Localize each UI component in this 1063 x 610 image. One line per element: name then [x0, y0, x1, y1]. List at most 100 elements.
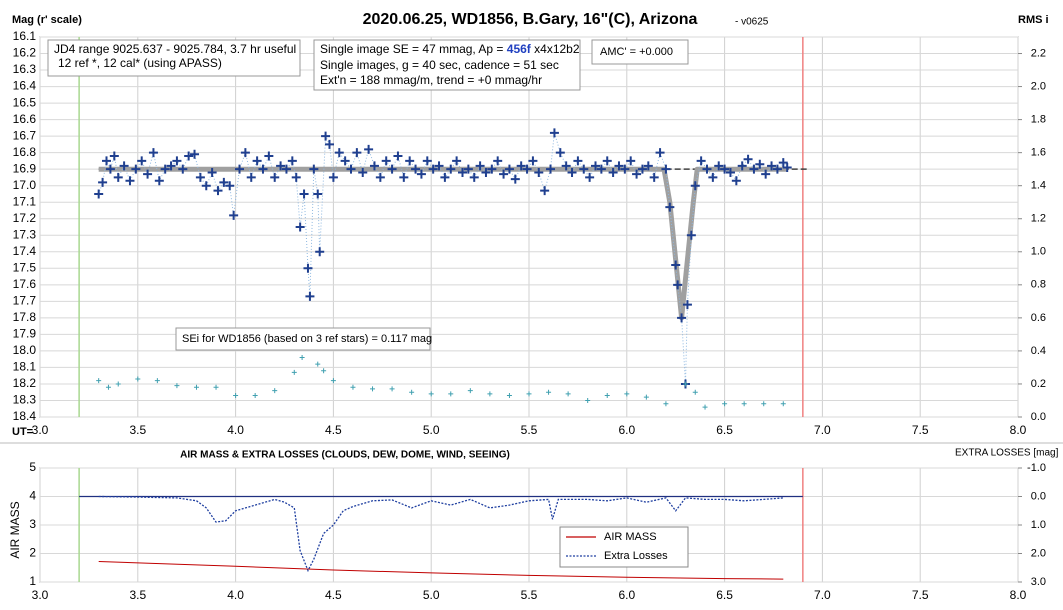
data-point — [692, 389, 698, 395]
data-point — [352, 148, 362, 158]
data-point — [258, 164, 268, 174]
data-point — [567, 167, 577, 177]
data-point — [233, 393, 239, 399]
data-point — [428, 391, 434, 397]
data-point — [303, 263, 313, 273]
data-point — [340, 156, 350, 166]
data-point — [422, 156, 432, 166]
data-point — [207, 167, 217, 177]
x-tick-label: 7.5 — [912, 423, 929, 437]
data-point — [143, 169, 153, 179]
y-tick-label: 5 — [29, 460, 36, 474]
data-point — [350, 384, 356, 390]
data-point — [643, 161, 653, 171]
data-point — [98, 177, 108, 187]
series-line — [98, 561, 784, 580]
y-tick-label: 17.2 — [13, 211, 37, 225]
data-point — [235, 164, 245, 174]
data-point — [467, 388, 473, 394]
data-point — [225, 181, 235, 191]
data-point — [246, 172, 256, 182]
data-point — [673, 280, 683, 290]
data-point — [493, 156, 503, 166]
y2-tick-label: 1.4 — [1031, 180, 1046, 192]
x-tick-label: 5.0 — [423, 423, 440, 437]
data-point — [96, 378, 102, 384]
data-point — [272, 388, 278, 394]
data-point — [364, 144, 374, 154]
y2-axis-label: EXTRA LOSSES [mag] — [955, 448, 1059, 459]
annotations: JD4 range 9025.637 - 9025.784, 3.7 hr us… — [47, 39, 689, 351]
data-point — [608, 167, 618, 177]
data-point — [201, 181, 211, 191]
y-tick-label: 17.3 — [13, 227, 37, 241]
data-point — [358, 167, 368, 177]
data-point — [534, 167, 544, 177]
data-point — [276, 161, 286, 171]
x-tick-label: 6.5 — [716, 423, 733, 437]
data-point — [264, 151, 274, 161]
y-tick-label: 17.1 — [13, 194, 37, 208]
annotation: Ext'n = 188 mmag/m, trend = +0 mmag/hr — [320, 73, 542, 87]
data-point — [591, 161, 601, 171]
x-tick-label: 4.0 — [227, 588, 244, 602]
data-point — [714, 161, 724, 171]
data-point — [131, 164, 141, 174]
data-point — [313, 189, 323, 199]
y2-tick-label: 1.2 — [1031, 213, 1046, 225]
data-point — [370, 386, 376, 392]
data-point — [720, 164, 730, 174]
data-point — [690, 181, 700, 191]
x-tick-label: 5.5 — [521, 423, 538, 437]
data-point — [299, 355, 305, 361]
data-point — [632, 169, 642, 179]
annotation-part: Single image SE = 47 mmag, Ap = — [320, 42, 507, 56]
data-point — [585, 397, 591, 403]
data-point — [761, 169, 771, 179]
x-tick-label: 7.0 — [814, 588, 831, 602]
data-point — [665, 202, 675, 212]
data-point — [229, 210, 239, 220]
data-point — [637, 164, 647, 174]
data-point — [105, 384, 111, 390]
y2-tick-label: 0.6 — [1031, 312, 1046, 324]
data-point — [270, 172, 280, 182]
x-tick-label: 4.5 — [325, 588, 342, 602]
y-tick-label: 4 — [29, 489, 36, 503]
y2-tick-label: 1.0 — [1031, 519, 1046, 531]
y2-tick-label: 2.0 — [1031, 547, 1046, 559]
data-point — [328, 172, 338, 182]
data-point — [160, 164, 170, 174]
y-tick-label: 17.9 — [13, 327, 37, 341]
data-point — [94, 189, 104, 199]
data-point — [105, 164, 115, 174]
data-point — [624, 391, 630, 397]
data-point — [602, 156, 612, 166]
y2-tick-label: 2.0 — [1031, 80, 1046, 92]
y-tick-label: 16.4 — [13, 79, 37, 93]
y-tick-label: 16.6 — [13, 112, 37, 126]
data-point — [409, 389, 415, 395]
data-point — [166, 161, 176, 171]
x-tick-label: 3.0 — [32, 423, 49, 437]
annotation-box — [313, 39, 581, 91]
y-axis-label: Mag (r' scale) — [12, 14, 82, 26]
chart-title: 2020.06.25, WD1856, B.Gary, 16"(C), Ariz… — [363, 11, 698, 28]
data-point — [686, 230, 696, 240]
data-point — [416, 169, 426, 179]
data-point — [561, 161, 571, 171]
data-point — [516, 161, 526, 171]
y-tick-label: 2 — [29, 546, 36, 560]
data-point — [546, 389, 552, 395]
data-point — [649, 172, 659, 182]
data-point — [463, 164, 473, 174]
data-point — [702, 164, 712, 174]
y2-tick-label: 0.2 — [1031, 378, 1046, 390]
data-point — [252, 393, 258, 399]
data-point — [682, 300, 692, 310]
data-point — [324, 139, 334, 149]
data-point — [546, 164, 556, 174]
data-point — [291, 369, 297, 375]
data-point — [109, 151, 119, 161]
